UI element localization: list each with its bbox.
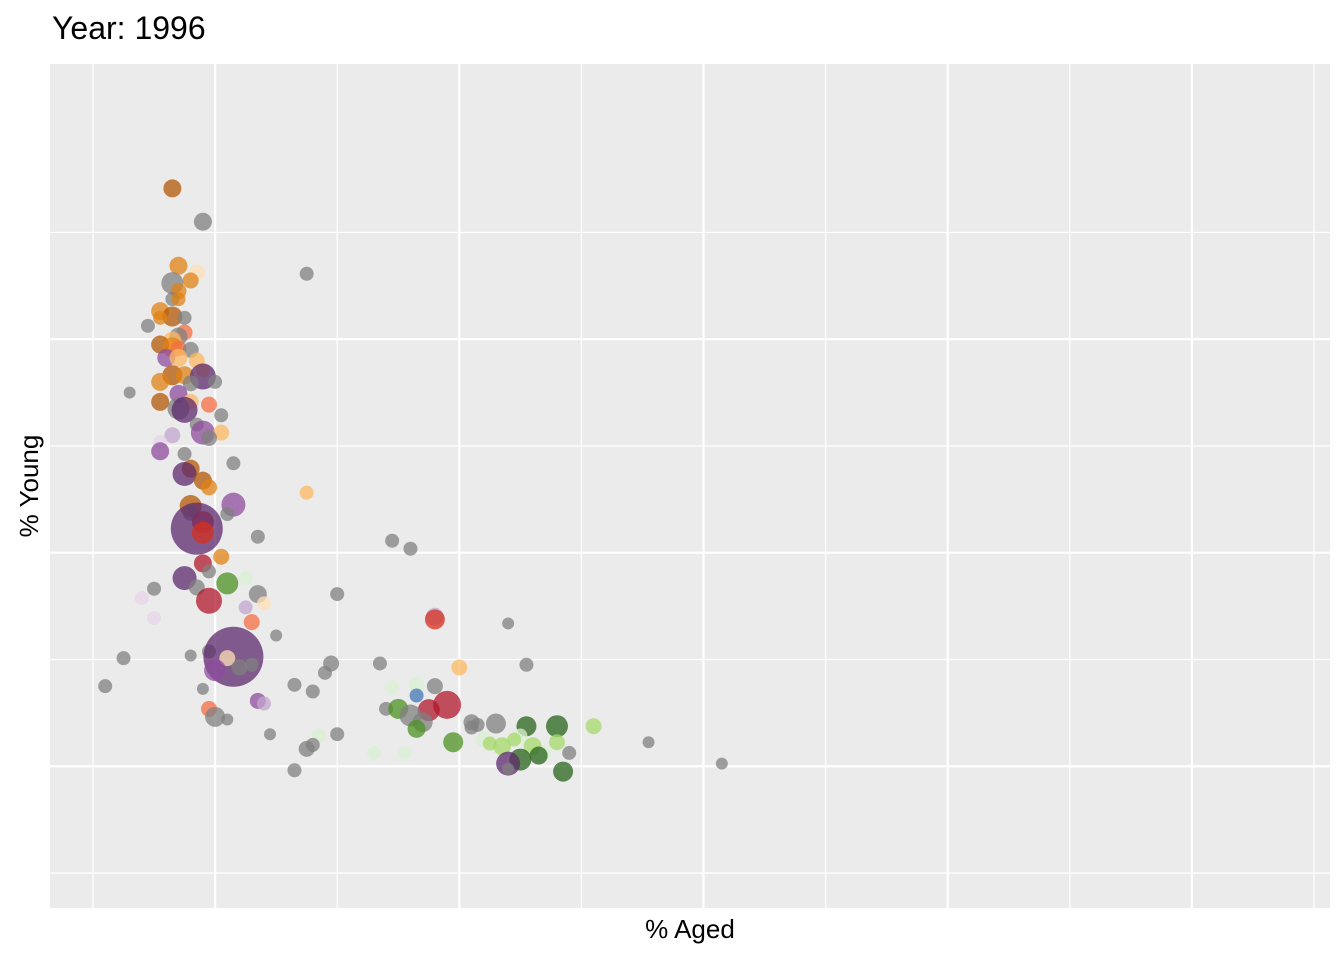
chart-title: Year: 1996 [52,10,206,46]
data-point [193,212,212,231]
data-point [169,348,188,367]
data-point [585,718,602,735]
data-point [553,761,574,782]
data-point [177,310,192,325]
data-point [153,310,168,325]
data-point [184,649,197,662]
data-point [529,746,548,765]
data-point [507,732,522,747]
data-point [299,266,314,281]
data-point [403,541,418,556]
data-point [200,396,217,413]
data-point [397,745,412,760]
data-point [385,533,400,548]
data-point [205,706,226,727]
data-point [287,763,302,778]
data-point [213,548,230,565]
data-point [116,651,131,666]
data-point [256,596,271,611]
data-point [213,424,230,441]
data-point [407,719,426,738]
data-point [208,374,223,389]
data-point [502,762,515,775]
data-point [519,657,534,672]
data-point [171,292,186,307]
data-point [299,485,314,500]
data-point [221,713,234,726]
data-point [182,375,199,392]
data-point [366,745,381,760]
data-point [200,479,217,496]
x-axis-label: % Aged [645,914,735,944]
data-point [172,461,197,486]
data-point [409,688,424,703]
y-axis-label: % Young [14,435,44,538]
data-point [216,572,239,595]
data-point [330,727,345,742]
data-point [201,564,216,579]
data-point [231,659,248,676]
data-point [433,690,462,719]
data-point [151,392,170,411]
data-point [270,629,283,642]
data-point [287,677,302,692]
data-point [464,720,479,735]
data-point [200,429,217,446]
data-point [163,179,182,198]
data-point [204,659,227,682]
data-point [147,611,162,626]
data-point [545,715,568,738]
data-point [169,256,188,275]
data-point [219,650,236,667]
data-point [426,678,443,695]
data-point [424,609,445,630]
data-point [408,676,425,693]
data-point [298,740,315,757]
data-point [214,408,229,423]
data-point [196,682,209,695]
data-point [182,272,199,289]
minor-gridlines [50,64,1330,908]
data-point [250,529,265,544]
data-point [385,680,400,695]
data-point [162,306,183,327]
data-point [123,386,136,399]
data-point [238,600,253,615]
data-point [715,757,728,770]
data-point [140,318,155,333]
data-points [98,179,728,782]
data-point [548,734,565,751]
data-point [151,442,170,461]
data-point [244,657,259,672]
data-point [147,581,162,596]
data-point [243,614,260,631]
data-point [256,696,271,711]
data-point [238,571,253,586]
data-point [98,679,113,694]
data-point [330,587,345,602]
data-point [451,659,468,676]
data-point [264,728,277,741]
data-point [220,507,235,522]
data-point [317,665,332,680]
data-point [164,427,181,444]
data-point [226,456,241,471]
data-point [195,587,222,614]
data-point [151,372,170,391]
data-point [562,745,577,760]
data-point [372,656,387,671]
plot-panel [50,64,1330,908]
data-point [171,396,198,423]
data-point [493,737,512,756]
data-point [485,713,506,734]
data-point [443,732,464,753]
data-point [191,521,214,544]
data-point [134,591,149,606]
data-point [502,617,515,630]
data-point [642,736,655,749]
data-point [305,684,320,699]
data-point [177,446,192,461]
